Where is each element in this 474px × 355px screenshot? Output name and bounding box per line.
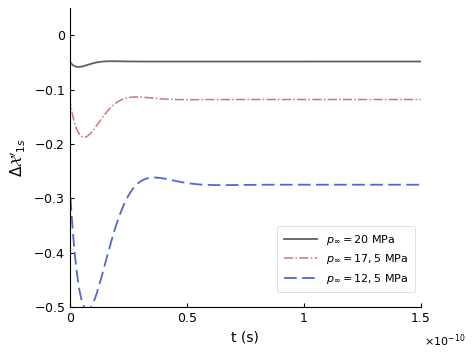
$p_{\infty} = 20$ MPa bbox=[217, 59, 222, 64]
$p_{\infty} = 20$ MPa bbox=[107, 59, 113, 63]
$p_{\infty} = 12,5$ MPa bbox=[107, 244, 113, 248]
$p_{\infty} = 20$ MPa bbox=[373, 59, 379, 64]
Legend: $p_{\infty} = 20$ MPa, $p_{\infty} = 17,5$ MPa, $p_{\infty} = 12,5$ MPa: $p_{\infty} = 20$ MPa, $p_{\infty} = 17,… bbox=[277, 226, 415, 292]
X-axis label: t (s): t (s) bbox=[231, 330, 259, 344]
$p_{\infty} = 17,5$ MPa bbox=[81, 135, 87, 140]
$p_{\infty} = 17,5$ MPa bbox=[418, 97, 423, 102]
$p_{\infty} = 12,5$ MPa bbox=[217, 183, 222, 187]
Line: $p_{\infty} = 12,5$ MPa: $p_{\infty} = 12,5$ MPa bbox=[70, 36, 420, 310]
$p_{\infty} = 17,5$ MPa bbox=[411, 97, 417, 102]
$p_{\infty} = 20$ MPa bbox=[411, 59, 417, 64]
$p_{\infty} = 12,5$ MPa bbox=[411, 182, 417, 187]
$p_{\infty} = 12,5$ MPa bbox=[373, 182, 379, 187]
$p_{\infty} = 17,5$ MPa bbox=[373, 97, 379, 102]
$p_{\infty} = 12,5$ MPa bbox=[201, 182, 207, 187]
$p_{\infty} = 12,5$ MPa bbox=[128, 190, 134, 194]
$p_{\infty} = 17,5$ MPa bbox=[67, 33, 73, 38]
$p_{\infty} = 12,5$ MPa bbox=[67, 33, 73, 38]
Line: $p_{\infty} = 17,5$ MPa: $p_{\infty} = 17,5$ MPa bbox=[70, 36, 420, 137]
$p_{\infty} = 17,5$ MPa bbox=[217, 97, 222, 102]
$p_{\infty} = 17,5$ MPa bbox=[128, 95, 134, 99]
$p_{\infty} = 17,5$ MPa bbox=[201, 98, 207, 102]
$p_{\infty} = 12,5$ MPa bbox=[84, 308, 90, 312]
Line: $p_{\infty} = 20$ MPa: $p_{\infty} = 20$ MPa bbox=[70, 36, 420, 67]
Y-axis label: $\Delta \mathcal{X}'_{1s}$: $\Delta \mathcal{X}'_{1s}$ bbox=[9, 138, 27, 177]
$p_{\infty} = 20$ MPa bbox=[76, 65, 82, 69]
$p_{\infty} = 20$ MPa bbox=[128, 59, 134, 64]
$p_{\infty} = 12,5$ MPa bbox=[418, 182, 423, 187]
$p_{\infty} = 17,5$ MPa bbox=[107, 106, 113, 111]
$p_{\infty} = 20$ MPa bbox=[418, 59, 423, 64]
$p_{\infty} = 20$ MPa bbox=[201, 59, 207, 64]
Text: $\times 10^{-10}$: $\times 10^{-10}$ bbox=[424, 332, 465, 349]
$p_{\infty} = 20$ MPa bbox=[67, 33, 73, 38]
